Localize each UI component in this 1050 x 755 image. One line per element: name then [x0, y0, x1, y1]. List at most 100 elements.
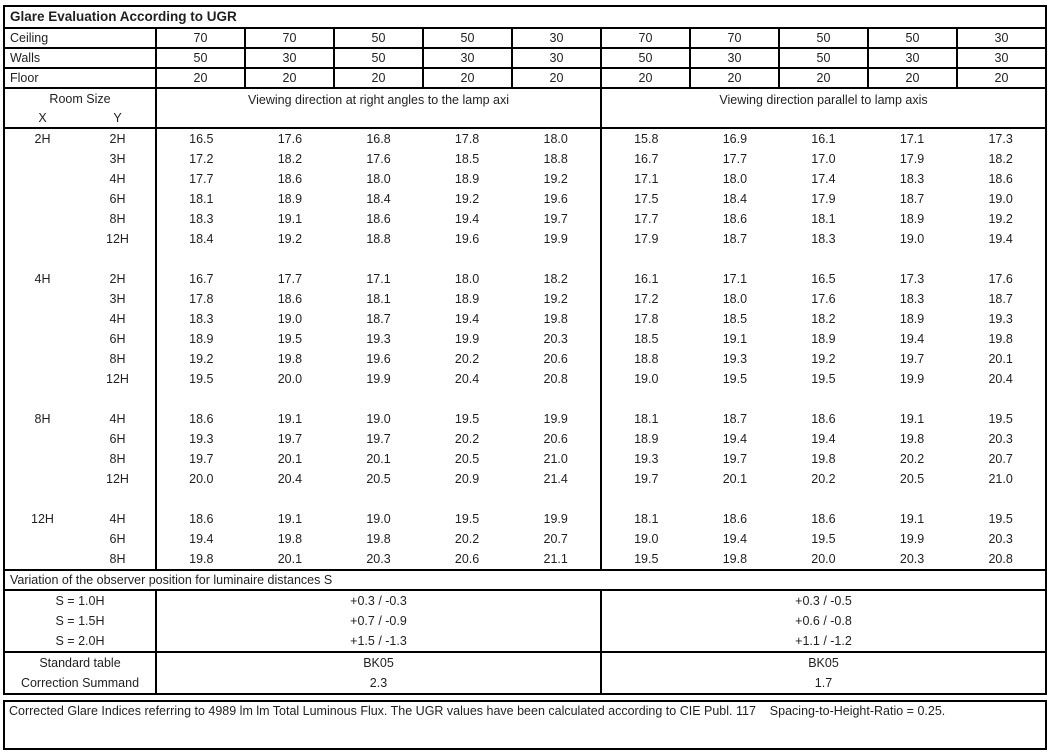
summary-row: Standard table BK05 BK05: [5, 653, 1045, 673]
surface-value: 30: [511, 49, 600, 67]
spacer-cell: [155, 249, 246, 269]
ugr-value: 20.2: [899, 452, 925, 466]
ugr-data-row: 2H 2H 16.5 17.6 16.8 17.8 18.0 15.8 16.9 16.1 17.1…: [5, 129, 1045, 149]
ugr-value: 18.6: [155, 409, 246, 429]
ugr-value: 19.8: [811, 452, 836, 466]
ugr-value: 17.1: [899, 132, 925, 146]
ugr-value: 17.7: [277, 272, 303, 286]
surface-value: 50: [333, 29, 422, 47]
ugr-value: 19.3: [155, 429, 246, 449]
ugr-value: 19.5: [454, 412, 480, 426]
ugr-value: 18.0: [543, 132, 568, 146]
ugr-value: 19.9: [543, 412, 568, 426]
ugr-value: 20.3: [988, 432, 1013, 446]
ugr-value: 18.7: [899, 192, 925, 206]
ugr-value: 19.3: [722, 352, 748, 366]
ugr-value: 19.0: [899, 232, 925, 246]
spacer-cell: [334, 489, 423, 509]
room-x-label: [5, 189, 80, 209]
ugr-value: 20.5: [899, 472, 925, 486]
room-x-label: 12H: [31, 512, 54, 526]
footer-note: Corrected Glare Indices referring to 498…: [3, 700, 1047, 750]
spacer-cell: [691, 249, 780, 269]
spacer-cell: [80, 249, 155, 269]
surface-label: Floor: [10, 71, 39, 85]
spacer-cell: [868, 249, 957, 269]
spacer-cell: [5, 489, 80, 509]
spacer-cell: [956, 249, 1045, 269]
ugr-value: 20.8: [988, 552, 1013, 566]
room-y-label: 2H: [109, 272, 126, 286]
ugr-data-row: 6H 18.9 19.5 19.3 19.9 20.3 18.5 19.1 18.9 19.4 19…: [5, 329, 1045, 349]
ugr-value: 19.7: [899, 352, 925, 366]
ugr-value: 20.1: [277, 552, 303, 566]
spacer-cell: [779, 389, 868, 409]
ugr-value: 16.5: [811, 272, 836, 286]
ugr-value: 17.4: [811, 172, 836, 186]
room-x-label: [5, 289, 80, 309]
room-x-label: [5, 549, 80, 569]
table-title: Glare Evaluation According to UGR: [5, 7, 1045, 29]
room-y-label: 4H: [109, 412, 126, 426]
ugr-value: 19.2: [454, 192, 480, 206]
spacer-cell: [246, 489, 335, 509]
ugr-value: 19.4: [454, 312, 480, 326]
surface-value: 20: [422, 69, 511, 87]
surface-value: 30: [422, 49, 511, 67]
ugr-value: 18.9: [155, 329, 246, 349]
ugr-value: 18.1: [366, 292, 391, 306]
variation-distance-label: S = 1.5H: [55, 614, 105, 628]
ugr-value: 18.0: [722, 292, 748, 306]
ugr-value: 18.2: [811, 312, 836, 326]
ugr-value: 19.3: [988, 312, 1013, 326]
ugr-data-row: 3H 17.8 18.6 18.1 18.9 19.2 17.2 18.0 17.6 18.3 18…: [5, 289, 1045, 309]
surface-row: Walls 50 30 50 30 30 50 30 50 30 30: [5, 49, 1045, 69]
ugr-value: 17.7: [155, 169, 246, 189]
spacer-cell: [956, 389, 1045, 409]
room-y-label: 6H: [109, 532, 126, 546]
ugr-value: 19.4: [722, 532, 748, 546]
room-x-label: [5, 309, 80, 329]
spacer-cell: [956, 489, 1045, 509]
ugr-data-row: 8H 19.7 20.1 20.1 20.5 21.0 19.3 19.7 19.8 20.2 20…: [5, 449, 1045, 469]
ugr-value: 19.2: [543, 292, 568, 306]
ugr-data-row: 6H 19.3 19.7 19.7 20.2 20.6 18.9 19.4 19.4 19.8 20…: [5, 429, 1045, 449]
room-y-label: 4H: [109, 512, 126, 526]
room-size-header: Room Size X Y: [5, 89, 155, 127]
ugr-value: 18.6: [988, 172, 1013, 186]
ugr-value: 17.6: [988, 272, 1013, 286]
room-x-label: [5, 149, 80, 169]
ugr-value: 18.7: [722, 412, 748, 426]
ugr-value: 18.5: [599, 329, 691, 349]
spacer-cell: [5, 389, 80, 409]
ugr-value: 19.8: [722, 552, 748, 566]
ugr-value: 18.6: [722, 212, 748, 226]
room-y-label: 12H: [106, 472, 129, 486]
ugr-value: 17.3: [988, 132, 1013, 146]
ugr-value: 19.9: [454, 332, 480, 346]
ugr-value: 17.6: [811, 292, 836, 306]
ugr-value: 19.9: [366, 372, 391, 386]
y-column-label: Y: [113, 111, 122, 125]
ugr-value: 20.7: [988, 452, 1013, 466]
surface-value: 20: [689, 69, 778, 87]
ugr-value: 19.2: [277, 232, 303, 246]
ugr-data-rows: 2H 2H 16.5 17.6 16.8 17.8 18.0 15.8 16.9 16.1 17.1…: [5, 129, 1045, 569]
room-y-label: 2H: [109, 132, 126, 146]
spacer-cell: [779, 489, 868, 509]
ugr-data-row: 12H 19.5 20.0 19.9 20.4 20.8 19.0 19.5 19.5 19.9 2…: [5, 369, 1045, 389]
spacer-cell: [599, 489, 691, 509]
ugr-value: 19.5: [277, 332, 303, 346]
surface-value: 30: [689, 49, 778, 67]
spacer-cell: [868, 389, 957, 409]
room-y-label: 8H: [109, 552, 126, 566]
ugr-value: 21.4: [543, 472, 568, 486]
ugr-value: 18.8: [366, 232, 391, 246]
ugr-value: 18.0: [366, 172, 391, 186]
ugr-value: 20.3: [366, 552, 391, 566]
ugr-value: 18.0: [722, 172, 748, 186]
ugr-value: 18.3: [811, 232, 836, 246]
ugr-value: 19.5: [988, 412, 1013, 426]
ugr-value: 19.8: [899, 432, 925, 446]
room-x-label: [5, 529, 80, 549]
